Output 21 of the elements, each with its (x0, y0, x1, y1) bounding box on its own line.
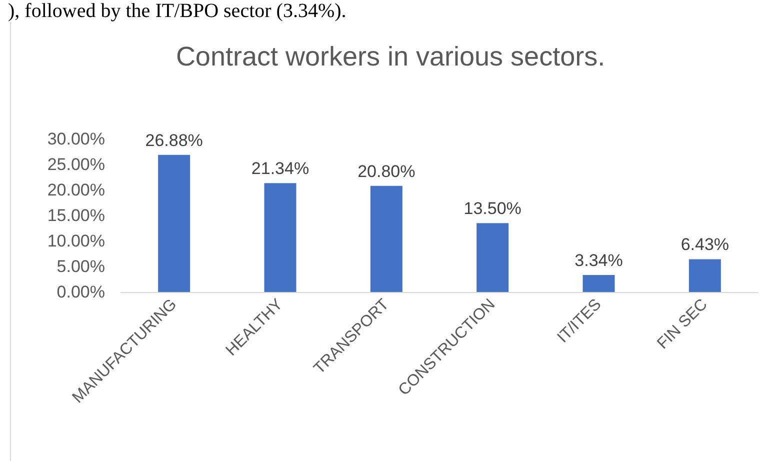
data-label: 20.80% (358, 162, 416, 181)
bar (688, 259, 721, 292)
y-tick-label: 25.00% (47, 155, 105, 174)
bar (476, 223, 509, 292)
y-tick-label: 10.00% (47, 232, 105, 250)
data-label: 6.43% (680, 235, 730, 254)
text: ), followed by the IT/BPO sector (3.34%). (8, 0, 346, 23)
chart-title: Contract workers in various sectors. (176, 42, 606, 72)
bar (370, 186, 402, 292)
data-label: 26.88% (145, 130, 203, 150)
bar (582, 274, 615, 292)
data-label: 3.34% (574, 250, 623, 270)
bar (264, 183, 296, 292)
y-tick-label: 0.00% (56, 282, 105, 302)
y-tick-label: 30.00% (47, 130, 105, 148)
data-label: 21.34% (251, 159, 310, 178)
y-tick-label: 5.00% (56, 257, 105, 276)
bar (158, 154, 190, 292)
y-tick-label: 20.00% (47, 180, 105, 200)
y-tick-label: 15.00% (47, 206, 105, 225)
data-label: 13.50% (464, 199, 522, 218)
